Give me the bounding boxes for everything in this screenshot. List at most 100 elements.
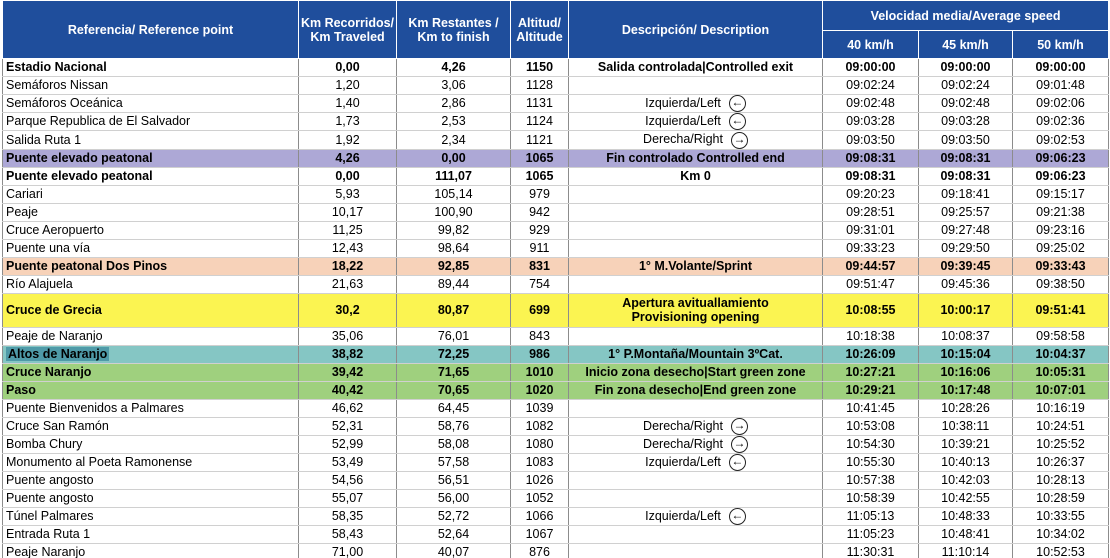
altitude-cell: 1065 <box>510 149 569 168</box>
speed-45-time-text: 09:00:00 <box>940 60 991 74</box>
speed-45-time-cell: 09:00:00 <box>918 58 1013 77</box>
reference-text: Cruce San Ramón <box>6 418 109 433</box>
speed-40-time-cell: 10:27:21 <box>822 363 919 382</box>
km-traveled-text: 1,40 <box>335 96 360 111</box>
speed-40-time-text: 10:54:30 <box>846 436 895 451</box>
speed-40-time-text: 09:44:57 <box>845 258 896 273</box>
altitude-cell: 986 <box>510 345 569 364</box>
km-traveled-text: 52,31 <box>331 418 364 433</box>
speed-45-time-text: 09:27:48 <box>941 222 990 237</box>
km-traveled-text: 58,35 <box>331 509 364 524</box>
reference-cell: Semáforos Nissan <box>2 76 299 95</box>
speed-50-time-text: 10:04:37 <box>1035 346 1086 361</box>
km-to-finish-text: 64,45 <box>437 400 470 415</box>
speed-40-time-cell: 11:05:13 <box>822 507 919 527</box>
km-traveled-text: 53,49 <box>331 455 364 470</box>
column-group-average-speed: Velocidad media/Average speed <box>821 0 1110 31</box>
km-to-finish-text: 52,72 <box>437 509 470 524</box>
km-traveled-text: 38,82 <box>331 346 364 361</box>
altitude-cell: 911 <box>510 239 569 258</box>
description-cell <box>568 203 823 222</box>
speed-50-time-cell: 09:06:23 <box>1012 167 1110 186</box>
reference-text: Salida Ruta 1 <box>6 132 82 147</box>
km-traveled-text: 1,20 <box>335 78 360 92</box>
reference-text: Cariari <box>6 186 43 201</box>
description-cell: Derecha/Right → <box>568 130 823 150</box>
speed-45-time-text: 10:38:11 <box>941 418 990 433</box>
km-to-finish-cell: 92,85 <box>396 257 511 276</box>
speed-50-time-text: 09:00:00 <box>1035 60 1086 74</box>
reference-cell: Peaje <box>2 203 299 222</box>
table-row: Semáforos Nissan 1,20 3,06 1128 09:02:24 09:0… <box>2 76 1110 95</box>
speed-40-time-text: 10:41:45 <box>846 400 895 415</box>
right-arrow-icon: → <box>730 131 748 149</box>
speed-50-time-text: 09:02:36 <box>1036 114 1085 129</box>
speed-40-time-text: 10:27:21 <box>845 364 896 379</box>
km-traveled-cell: 53,49 <box>298 453 397 473</box>
km-to-finish-cell: 99,82 <box>396 221 511 240</box>
km-to-finish-text: 3,06 <box>441 78 466 92</box>
km-to-finish-cell: 40,07 <box>396 543 511 558</box>
altitude-cell: 942 <box>510 203 569 222</box>
speed-50-time-cell: 09:06:23 <box>1012 149 1110 168</box>
speed-45-time-text: 09:25:57 <box>941 204 990 219</box>
speed-50-time-text: 09:06:23 <box>1035 168 1086 183</box>
speed-40-time-text: 10:55:30 <box>846 455 895 470</box>
table-row: Puente Bienvenidos a Palmares 46,62 64,45 1… <box>2 399 1110 418</box>
speed-45-time-cell: 09:45:36 <box>918 275 1013 294</box>
reference-text: Cruce Aeropuerto <box>6 222 104 237</box>
speed-45-time-cell: 10:16:06 <box>918 363 1013 382</box>
speed-50-time-cell: 10:28:59 <box>1012 489 1110 509</box>
km-to-finish-cell: 2,34 <box>396 130 511 150</box>
km-to-finish-cell: 98,64 <box>396 239 511 258</box>
speed-40-time-cell: 09:33:23 <box>822 239 919 258</box>
reference-text: Puente angosto <box>6 473 94 488</box>
speed-45-time-text: 09:08:31 <box>940 150 991 165</box>
altitude-cell: 1124 <box>510 112 569 132</box>
speed-50-time-cell: 10:34:02 <box>1012 525 1110 545</box>
description-cell: Inicio zona desecho|Start green zone <box>568 363 823 382</box>
speed-45-time-text: 10:08:37 <box>941 328 990 343</box>
table-row: Cariari 5,93 105,14 979 09:20:23 09:18:41 09:1… <box>2 185 1110 204</box>
reference-text: Río Alajuela <box>6 276 73 291</box>
km-to-finish-text: 2,53 <box>441 114 466 129</box>
altitude-text: 979 <box>529 186 550 201</box>
km-to-finish-text: 71,65 <box>437 364 470 379</box>
altitude-cell: 843 <box>510 327 569 346</box>
altitude-text: 986 <box>529 346 550 361</box>
table-row: Cruce San Ramón 52,31 58,76 1082 Derecha/Rig… <box>2 417 1110 436</box>
speed-50-time-cell: 10:16:19 <box>1012 399 1110 418</box>
altitude-text: 1065 <box>525 168 554 183</box>
altitude-cell: 1121 <box>510 130 569 150</box>
speed-50-time-cell: 09:02:06 <box>1012 94 1110 114</box>
speed-45-time-text: 10:42:03 <box>941 473 990 488</box>
description-text: Derecha/Right <box>643 436 723 451</box>
speed-45-time-cell: 09:02:24 <box>918 76 1013 95</box>
km-to-finish-cell: 56,51 <box>396 471 511 491</box>
altitude-text: 1082 <box>525 418 554 433</box>
description-cell: 1° P.Montaña/Mountain 3ºCat. <box>568 345 823 364</box>
description-cell <box>568 525 823 545</box>
km-traveled-cell: 38,82 <box>298 345 397 364</box>
speed-45-time-text: 09:03:28 <box>941 114 990 129</box>
km-to-finish-text: 89,44 <box>437 276 470 291</box>
description-cell: Salida controlada|Controlled exit <box>568 58 823 77</box>
speed-40-time-cell: 10:57:38 <box>822 471 919 491</box>
description-cell: Fin controlado Controlled end <box>568 149 823 168</box>
speed-40-time-text: 11:05:13 <box>846 509 895 524</box>
km-to-finish-text: 56,51 <box>437 473 470 488</box>
speed-45-time-cell: 11:10:14 <box>918 543 1013 558</box>
speed-40-time-cell: 09:08:31 <box>822 167 919 186</box>
table-row: Cruce de Grecia 30,2 80,87 699 Apertura avit… <box>2 293 1110 328</box>
description-cell: Izquierda/Left ← <box>568 94 823 114</box>
km-traveled-text: 35,06 <box>331 328 364 343</box>
speed-40-time-text: 09:51:47 <box>846 276 895 291</box>
km-to-finish-cell: 2,53 <box>396 112 511 132</box>
speed-50-time-cell: 09:21:38 <box>1012 203 1110 222</box>
km-to-finish-text: 105,14 <box>434 186 473 201</box>
altitude-cell: 1131 <box>510 94 569 114</box>
description-cell <box>568 221 823 240</box>
description-cell <box>568 399 823 418</box>
reference-cell: Semáforos Oceánica <box>2 94 299 114</box>
speed-40-time-cell: 09:31:01 <box>822 221 919 240</box>
